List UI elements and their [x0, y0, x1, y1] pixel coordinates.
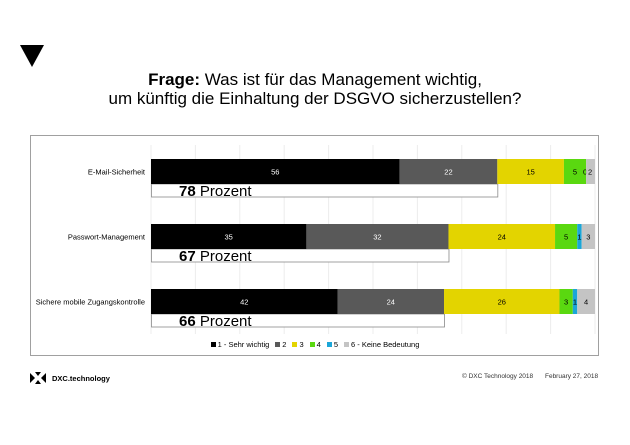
bar-segment — [586, 159, 595, 184]
bar-segment — [572, 289, 578, 314]
value-label: 5 — [573, 168, 577, 177]
annotation-text: Prozent — [196, 313, 253, 330]
legend-item: 4 — [309, 340, 321, 349]
annotation-number: 78 — [179, 183, 196, 200]
bar-segment — [151, 289, 338, 314]
title-bold: Frage: — [148, 70, 201, 89]
legend-label: 3 — [299, 340, 304, 349]
bar-segment — [151, 224, 307, 249]
annotation-text: Prozent — [196, 248, 253, 265]
bar-segment — [581, 224, 595, 249]
legend-swatch — [210, 341, 216, 347]
triangle-marker-icon — [20, 45, 44, 67]
value-label: 35 — [225, 233, 233, 242]
bar-segment — [444, 289, 560, 314]
value-label: 15 — [526, 168, 534, 177]
category-label: E-Mail-Sicherheit — [88, 168, 146, 177]
annotation-label: 67 Prozent — [179, 248, 252, 265]
value-label: 1 — [577, 233, 581, 242]
value-label: 42 — [240, 298, 248, 307]
legend-label: 2 — [282, 340, 287, 349]
value-label: 32 — [373, 233, 381, 242]
footer-date: February 27, 2018 — [544, 373, 599, 380]
legend: 1 - Sehr wichtig 2 3 4 5 6 - Keine Bedeutung — [0, 340, 630, 349]
footer-info: © DXC Technology 2018 February 27, 2018 — [462, 373, 608, 380]
annotation-number: 66 — [179, 313, 196, 330]
value-label: 56 — [271, 168, 279, 177]
value-label: 5 — [564, 233, 568, 242]
bar-segment — [559, 289, 573, 314]
value-label: 24 — [387, 298, 395, 307]
legend-label: 1 - Sehr wichtig — [217, 340, 270, 349]
dxc-logo: DXC.technology — [30, 372, 110, 384]
chart-title-line-1: Frage: Was ist für das Management wichti… — [0, 70, 630, 89]
value-label: 0 — [583, 168, 587, 177]
value-label: 26 — [498, 298, 506, 307]
value-label: 1 — [573, 298, 577, 307]
legend-item: 3 — [292, 340, 304, 349]
bar-segment — [448, 224, 556, 249]
annotation-label: 66 Prozent — [179, 313, 252, 330]
category-label: Passwort-Management — [68, 233, 146, 242]
bar-segment — [497, 159, 564, 184]
value-label: 22 — [444, 168, 452, 177]
legend-label: 6 - Keine Bedeutung — [350, 340, 420, 349]
annotation-text: Prozent — [196, 183, 253, 200]
bar-segment — [151, 159, 400, 184]
legend-item: 1 - Sehr wichtig — [210, 340, 270, 349]
title-rest: Was ist für das Management wichtig, — [200, 70, 482, 89]
bar-segment — [577, 289, 595, 314]
legend-item: 2 — [275, 340, 286, 349]
chart-frame — [30, 135, 599, 356]
bar-segment — [399, 159, 498, 184]
value-label: 3 — [586, 233, 590, 242]
value-label: 3 — [564, 298, 568, 307]
legend-swatch — [326, 341, 332, 347]
bar-segment — [337, 289, 445, 314]
legend-swatch — [309, 341, 315, 347]
value-label: 24 — [498, 233, 506, 242]
chart-title-line-2: um künftig die Einhaltung der DSGVO sich… — [108, 89, 522, 108]
value-label: 2 — [588, 168, 592, 177]
legend-label: 4 — [316, 340, 321, 349]
legend-item: 5 — [326, 340, 338, 349]
logo-text: DXC.technology — [52, 373, 110, 383]
legend-swatch — [343, 341, 349, 347]
legend-label: 5 — [333, 340, 338, 349]
bar-segment — [555, 224, 578, 249]
annotation-number: 67 — [179, 248, 196, 265]
legend-swatch — [275, 341, 281, 347]
bar-segment — [577, 224, 582, 249]
copyright: © DXC Technology 2018 — [462, 373, 534, 380]
bar-segment — [306, 224, 449, 249]
bar-segment — [563, 159, 587, 184]
value-label: 4 — [584, 298, 588, 307]
annotation-label: 78 Prozent — [179, 183, 252, 200]
dxc-logo-icon — [30, 372, 46, 384]
legend-item: 6 - Keine Bedeutung — [343, 340, 420, 349]
legend-swatch — [292, 341, 298, 347]
category-label: Sichere mobile Zugangskontrolle — [36, 298, 145, 307]
